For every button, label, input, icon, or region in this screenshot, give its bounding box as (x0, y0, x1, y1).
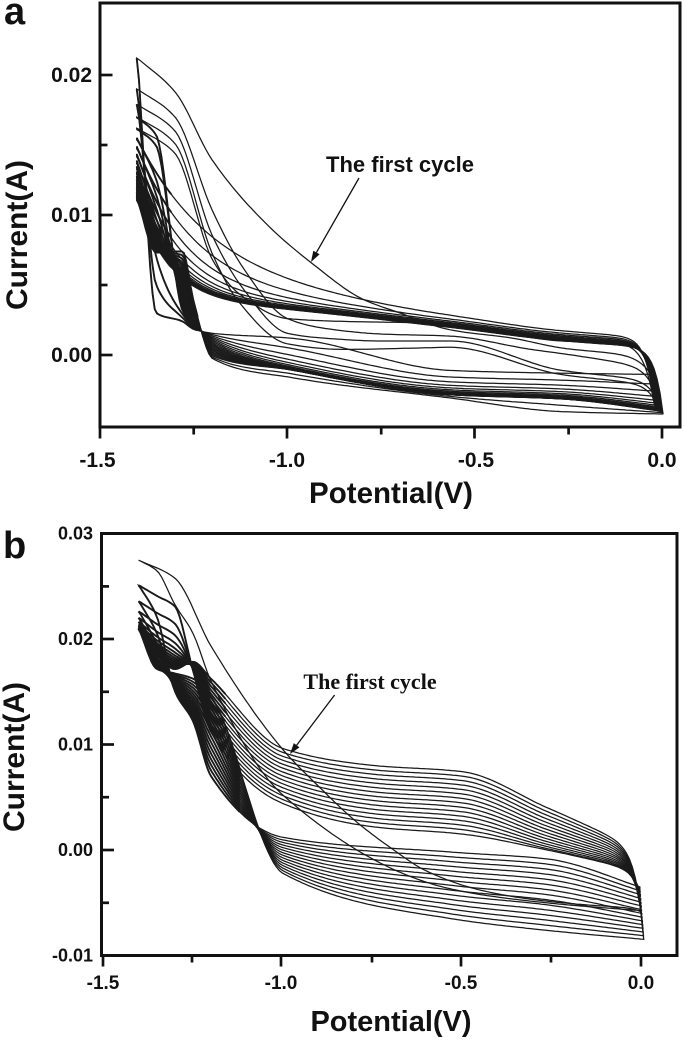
svg-text:0.0: 0.0 (647, 449, 676, 472)
svg-text:-1.5: -1.5 (87, 973, 120, 994)
svg-text:The first cycle: The first cycle (326, 152, 474, 177)
svg-text:0.0: 0.0 (628, 973, 654, 994)
svg-text:0.00: 0.00 (58, 840, 93, 860)
svg-text:-0.5: -0.5 (445, 973, 478, 994)
svg-text:-1.5: -1.5 (79, 449, 116, 472)
svg-text:-1.0: -1.0 (265, 973, 298, 994)
svg-text:0.02: 0.02 (58, 629, 93, 649)
svg-text:Current(A): Current(A) (0, 682, 31, 832)
svg-text:-0.01: -0.01 (52, 946, 93, 966)
svg-text:Potential(V): Potential(V) (310, 1006, 471, 1038)
svg-text:Current(A): Current(A) (1, 160, 34, 310)
svg-text:b: b (3, 525, 26, 567)
svg-text:The first cycle: The first cycle (303, 669, 436, 694)
svg-text:-1.0: -1.0 (269, 449, 305, 472)
svg-text:a: a (4, 0, 26, 33)
svg-text:0.01: 0.01 (58, 735, 93, 755)
svg-text:Potential(V): Potential(V) (309, 477, 473, 510)
svg-text:0.03: 0.03 (58, 524, 93, 544)
svg-text:-0.5: -0.5 (458, 449, 495, 472)
svg-text:0.01: 0.01 (51, 204, 92, 227)
svg-text:0.02: 0.02 (51, 64, 92, 87)
svg-text:0.00: 0.00 (51, 344, 92, 367)
